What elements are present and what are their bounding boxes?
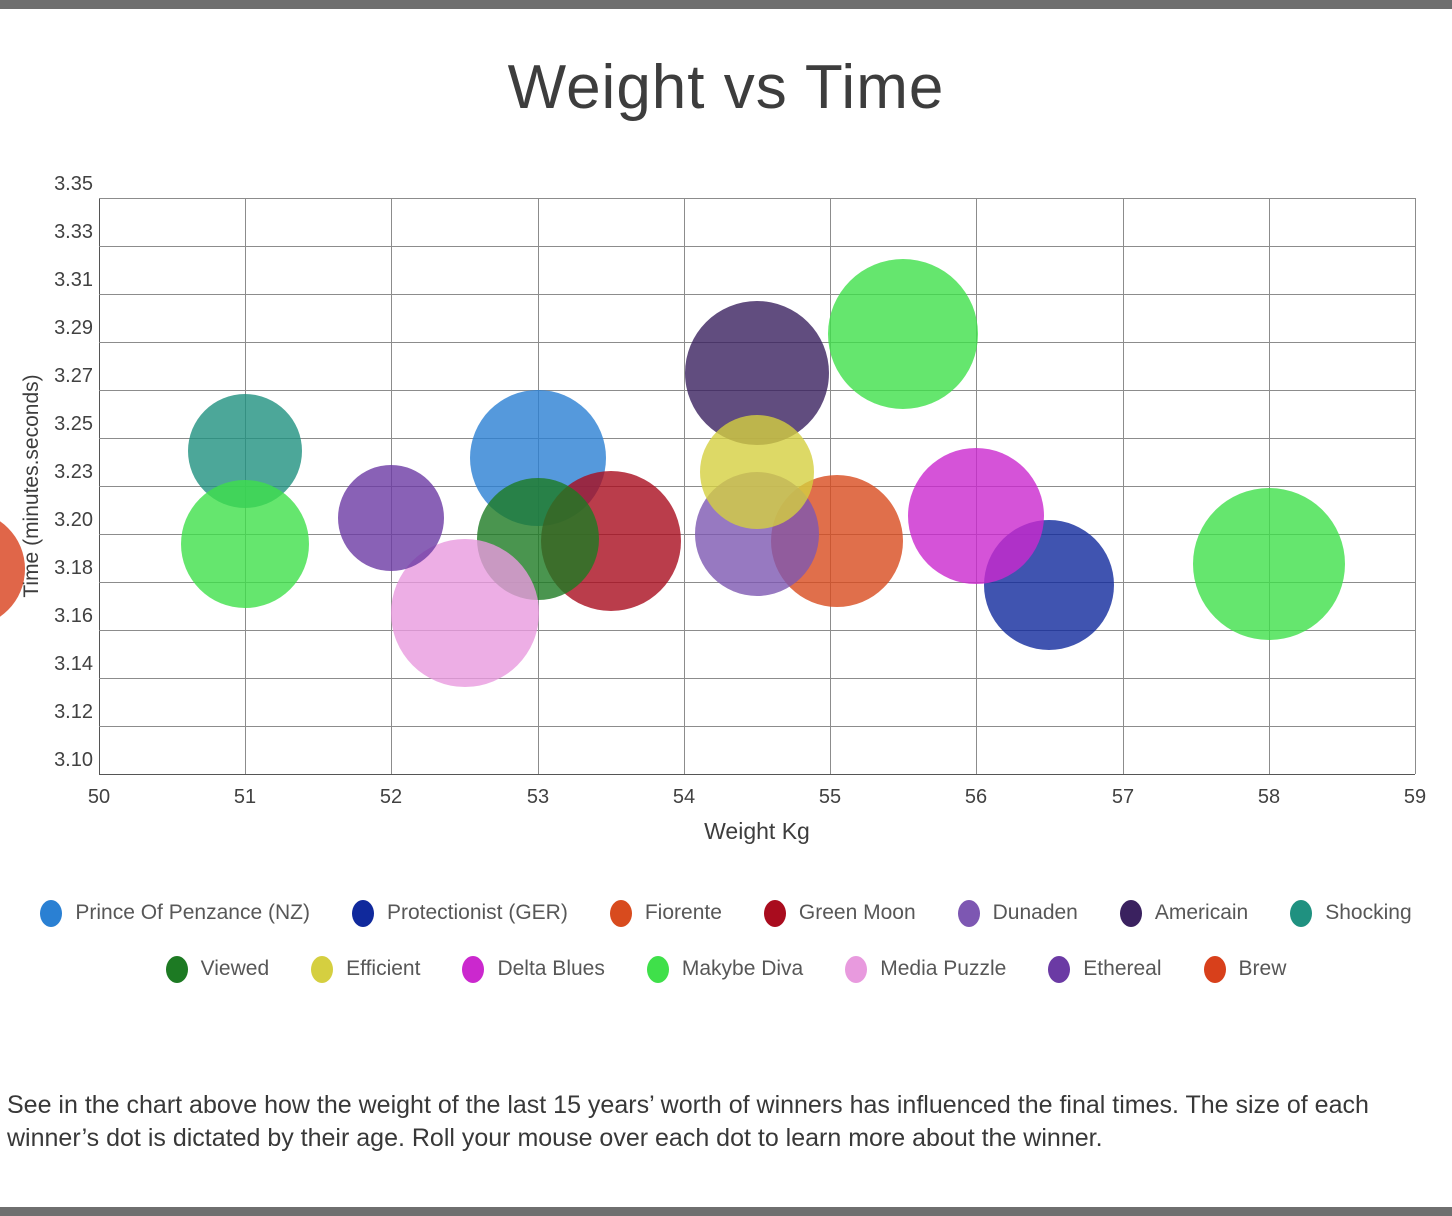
- bubble-delta-blues[interactable]: [908, 448, 1044, 584]
- y-tick-label: 3.25: [54, 413, 93, 435]
- legend-label: Ethereal: [1083, 957, 1162, 980]
- gridline-horizontal: [99, 294, 1415, 295]
- y-tick-label: 3.29: [54, 317, 93, 339]
- bubble-efficient[interactable]: [700, 415, 814, 529]
- top-divider-bar: [0, 0, 1452, 9]
- legend-label: Brew: [1238, 957, 1287, 980]
- legend-label: Fiorente: [644, 901, 722, 924]
- legend-item-makybe-diva[interactable]: Makybe Diva: [646, 955, 804, 983]
- legend-label: Delta Blues: [497, 957, 605, 980]
- x-tick-label: 52: [379, 786, 403, 808]
- y-tick-label: 3.31: [54, 269, 93, 291]
- legend-swatch-icon: [1290, 899, 1313, 927]
- x-tick-label: 51: [233, 786, 257, 808]
- legend-item-brew[interactable]: Brew: [1203, 955, 1287, 983]
- legend-label: Viewed: [200, 957, 270, 980]
- x-tick-label: 53: [526, 786, 550, 808]
- gridline-horizontal: [99, 726, 1415, 727]
- legend-item-delta-blues[interactable]: Delta Blues: [462, 955, 605, 983]
- legend-label: Efficient: [346, 957, 421, 980]
- legend-swatch-icon: [646, 955, 669, 983]
- legend-row-1: Prince Of Penzance (NZ) Protectionist (GE…: [0, 896, 1452, 930]
- bubble-makybe-diva[interactable]: [181, 480, 309, 608]
- bubble-ethereal[interactable]: [338, 465, 444, 571]
- legend-item-efficient[interactable]: Efficient: [311, 955, 421, 983]
- chart-title: Weight vs Time: [507, 53, 945, 122]
- gridline-horizontal: [99, 774, 1415, 775]
- legend-item-protectionist-ger[interactable]: Protectionist (GER): [351, 899, 568, 927]
- legend-label: Green Moon: [798, 901, 916, 924]
- gridline-horizontal: [99, 198, 1415, 199]
- y-tick-label: 3.20: [54, 509, 93, 531]
- x-tick-label: 55: [818, 786, 842, 808]
- gridline-horizontal: [99, 630, 1415, 631]
- legend-swatch-icon: [1048, 955, 1071, 983]
- y-tick-label: 3.33: [54, 221, 93, 243]
- gridline-vertical: [1415, 198, 1416, 774]
- x-tick-label: 50: [87, 786, 111, 808]
- legend-label: Americain: [1154, 901, 1249, 924]
- bubble-makybe-diva[interactable]: [828, 259, 978, 409]
- gridline-horizontal: [99, 678, 1415, 679]
- legend-item-dunaden[interactable]: Dunaden: [957, 899, 1078, 927]
- legend-swatch-icon: [462, 955, 485, 983]
- legend-swatch-icon: [957, 899, 980, 927]
- legend-label: Media Puzzle: [880, 957, 1007, 980]
- y-tick-label: 3.35: [54, 173, 93, 195]
- bottom-divider-bar: [0, 1207, 1452, 1216]
- legend-item-media-puzzle[interactable]: Media Puzzle: [845, 955, 1007, 983]
- legend-label: Shocking: [1325, 901, 1412, 924]
- legend-item-fiorente[interactable]: Fiorente: [609, 899, 722, 927]
- legend-swatch-icon: [763, 899, 786, 927]
- legend-swatch-icon: [1203, 955, 1226, 983]
- legend-label: Protectionist (GER): [386, 901, 568, 924]
- x-tick-label: 59: [1403, 786, 1427, 808]
- legend-item-viewed[interactable]: Viewed: [165, 955, 270, 983]
- y-tick-label: 3.14: [54, 653, 93, 675]
- x-axis-title: Weight Kg: [704, 818, 810, 844]
- legend-swatch-icon: [351, 899, 374, 927]
- legend-swatch-icon: [311, 955, 334, 983]
- y-tick-label: 3.10: [54, 749, 93, 771]
- y-tick-label: 3.16: [54, 605, 93, 627]
- x-tick-label: 57: [1111, 786, 1135, 808]
- legend-swatch-icon: [165, 955, 188, 983]
- y-tick-label: 3.27: [54, 365, 93, 387]
- x-tick-label: 54: [672, 786, 696, 808]
- legend-item-ethereal[interactable]: Ethereal: [1048, 955, 1162, 983]
- y-tick-label: 3.12: [54, 701, 93, 723]
- legend-label: Prince Of Penzance (NZ): [75, 901, 310, 924]
- bubble-makybe-diva[interactable]: [1193, 488, 1345, 640]
- legend-swatch-icon: [40, 899, 63, 927]
- legend-swatch-icon: [609, 899, 632, 927]
- legend-item-prince-of-penzance-nz[interactable]: Prince Of Penzance (NZ): [40, 899, 310, 927]
- legend-item-green-moon[interactable]: Green Moon: [763, 899, 916, 927]
- legend-label: Dunaden: [992, 901, 1078, 924]
- legend-swatch-icon: [1119, 899, 1142, 927]
- legend-item-americain[interactable]: Americain: [1119, 899, 1249, 927]
- y-tick-label: 3.18: [54, 557, 93, 579]
- legend-item-shocking[interactable]: Shocking: [1290, 899, 1412, 927]
- legend-row-2: Viewed Efficient Delta Blues Makybe Diva Med…: [0, 952, 1452, 986]
- x-tick-label: 58: [1257, 786, 1281, 808]
- x-tick-label: 56: [964, 786, 988, 808]
- chart-caption: See in the chart above how the weight of…: [7, 1091, 1369, 1153]
- legend-swatch-icon: [845, 955, 868, 983]
- y-tick-label: 3.23: [54, 461, 93, 483]
- legend-label: Makybe Diva: [681, 957, 804, 980]
- gridline-horizontal: [99, 246, 1415, 247]
